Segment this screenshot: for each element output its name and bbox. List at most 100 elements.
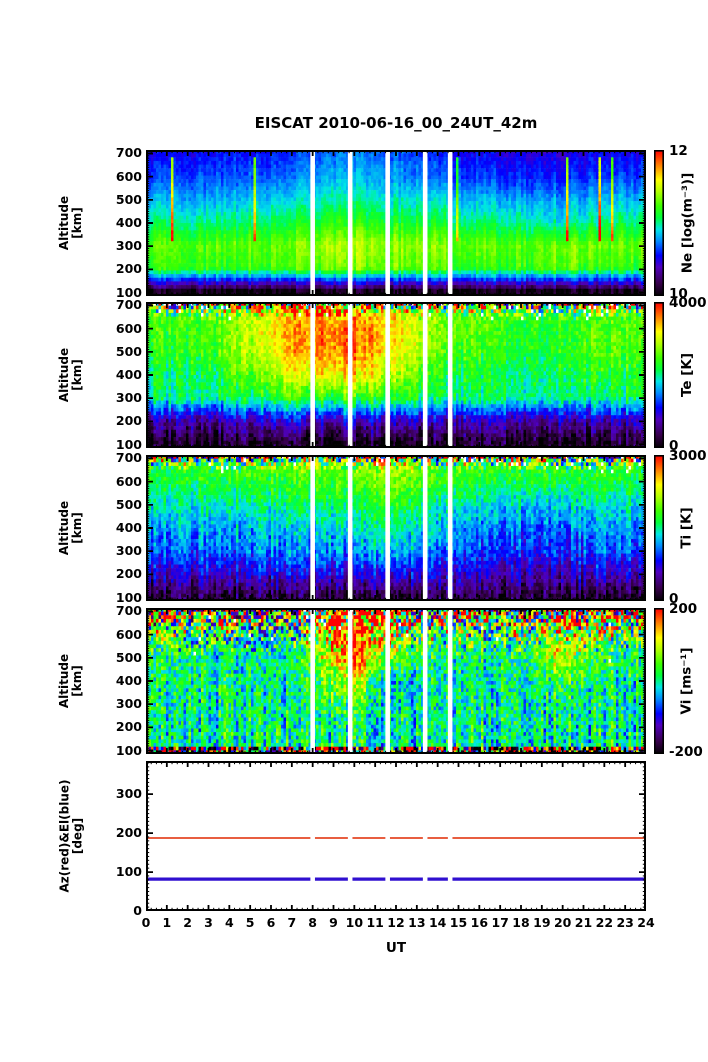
xtick-label: 15 <box>449 915 468 930</box>
vi-colorbar-canvas <box>654 608 664 754</box>
xtick-label: 11 <box>366 915 384 930</box>
xtick-label: 3 <box>204 915 213 930</box>
xtick-label: 8 <box>308 915 317 930</box>
te-panel-canvas <box>146 302 646 448</box>
vi-panel-canvas <box>146 608 646 754</box>
ne-ytick-label: 100 <box>115 284 142 300</box>
xtick-label: 14 <box>428 915 447 930</box>
ne-ytick-label: 400 <box>115 215 142 230</box>
xtick-label: 18 <box>512 915 530 930</box>
te-ytick-label: 200 <box>115 413 142 429</box>
yaxis-label-line: Altitude <box>56 653 71 709</box>
xtick-label: 12 <box>387 915 405 930</box>
ti-colorbar-title-text: Ti [K] <box>679 507 695 549</box>
vi-ytick-label: 700 <box>115 603 142 619</box>
ne-panel-canvas <box>146 150 646 296</box>
xtick-label: 4 <box>224 915 234 930</box>
vi-ytick-label: 500 <box>115 649 142 665</box>
vi-ytick-label: 100 <box>115 742 142 758</box>
azel-ytick-label: 100 <box>115 864 142 880</box>
azel-ytick-label: 200 <box>115 825 142 841</box>
vi-ytick-label: 600 <box>115 626 142 642</box>
yaxis-label-line: [km] <box>69 359 84 391</box>
xtick-label: 16 <box>470 915 489 930</box>
ti-colorbar-max-label: 3000 <box>669 448 707 464</box>
ne-ytick-label: 200 <box>115 261 142 277</box>
te-ytick-label: 300 <box>115 390 142 406</box>
vi-yaxis-label: Altitude [km] <box>40 608 102 754</box>
azel-ytick-label: 300 <box>115 786 142 802</box>
vi-colorbar-min-label: -200 <box>669 744 703 760</box>
yaxis-label-line: Altitude <box>56 195 71 251</box>
ti-ytick-label: 600 <box>115 473 142 489</box>
ti-panel-canvas <box>146 455 646 601</box>
ne-ytick-label: 700 <box>115 145 142 161</box>
yaxis-label-line: [km] <box>69 512 84 544</box>
figure-title: EISCAT 2010-06-16_00_24UT_42m <box>254 114 538 132</box>
te-ytick-label: 600 <box>115 320 142 336</box>
te-colorbar-max-label: 4000 <box>669 295 707 311</box>
ti-ytick-label: 300 <box>115 543 142 559</box>
ti-colorbar-min-label: 0 <box>669 591 679 607</box>
ti-colorbar-canvas <box>654 455 664 601</box>
xtick-label: 7 <box>287 915 297 930</box>
vi-colorbar-title-text: Vi [ms⁻¹] <box>679 647 695 715</box>
yaxis-label-line: Az(red)&El(blue) <box>57 779 72 893</box>
ne-colorbar-min-label: 10 <box>669 286 688 302</box>
ti-ytick-label: 500 <box>115 496 142 512</box>
xtick-label: 5 <box>245 915 255 930</box>
te-yaxis-label: Altitude [km] <box>40 302 102 448</box>
ne-yaxis-label: Altitude [km] <box>40 150 102 296</box>
vi-yaxis-label-text: Altitude [km] <box>56 653 84 709</box>
te-colorbar-canvas <box>654 302 664 448</box>
vi-ytick-label: 300 <box>115 696 142 712</box>
ti-colorbar-title: Ti [K] <box>666 455 708 601</box>
ne-ytick-label: 600 <box>115 168 142 184</box>
ti-ytick-label: 200 <box>115 566 142 582</box>
te-ytick-label: 100 <box>115 436 142 452</box>
xtick-label: 10 <box>345 915 364 930</box>
te-colorbar-title-text: Te [K] <box>679 352 696 398</box>
xtick-label: 13 <box>408 915 426 930</box>
ti-ytick-label: 100 <box>115 589 142 605</box>
xtick-label: 22 <box>595 915 614 930</box>
vi-ytick-label: 400 <box>115 673 142 688</box>
yaxis-label-line: [km] <box>69 207 84 239</box>
xtick-label: 20 <box>553 915 572 930</box>
ne-colorbar-title-text: Ne [log(m⁻³)] <box>679 172 696 274</box>
ne-colorbar-max-label: 12 <box>669 143 688 159</box>
vi-colorbar-max-label: 200 <box>669 601 698 617</box>
vi-colorbar-title: Vi [ms⁻¹] <box>666 608 708 754</box>
xtick-label: 6 <box>266 915 276 930</box>
te-ytick-label: 500 <box>115 343 142 359</box>
te-ytick-label: 400 <box>115 367 142 382</box>
ti-ytick-label: 400 <box>115 520 142 535</box>
te-ytick-label: 700 <box>115 297 142 313</box>
xtick-label: 17 <box>491 915 509 930</box>
xtick-label: 2 <box>183 915 192 930</box>
xtick-label: 21 <box>574 915 593 930</box>
xaxis-title: UT <box>385 940 407 956</box>
xtick-label: 0 <box>141 915 151 930</box>
ne-ytick-label: 500 <box>115 191 142 207</box>
yaxis-label-line: [deg] <box>70 817 85 855</box>
yaxis-label-line: [km] <box>69 665 84 697</box>
ti-ytick-label: 700 <box>115 450 142 466</box>
xtick-label: 9 <box>329 915 338 930</box>
ti-yaxis-label: Altitude [km] <box>40 455 102 601</box>
te-yaxis-label-text: Altitude [km] <box>56 347 84 403</box>
azel-yaxis-label: Az(red)&El(blue) [deg] <box>40 761 102 911</box>
xtick-label: 23 <box>616 915 634 930</box>
azel-yaxis-label-text: Az(red)&El(blue) [deg] <box>57 779 85 893</box>
ne-colorbar-canvas <box>654 150 664 296</box>
te-colorbar-min-label: 0 <box>669 438 679 454</box>
te-colorbar-title: Te [K] <box>666 302 708 448</box>
yaxis-label-line: Altitude <box>56 500 71 556</box>
yaxis-label-line: Altitude <box>56 347 71 403</box>
vi-ytick-label: 200 <box>115 719 142 735</box>
ne-yaxis-label-text: Altitude [km] <box>56 195 84 251</box>
xtick-label: 19 <box>533 915 551 930</box>
xtick-label: 24 <box>637 915 655 930</box>
ne-colorbar-title: Ne [log(m⁻³)] <box>666 150 708 296</box>
